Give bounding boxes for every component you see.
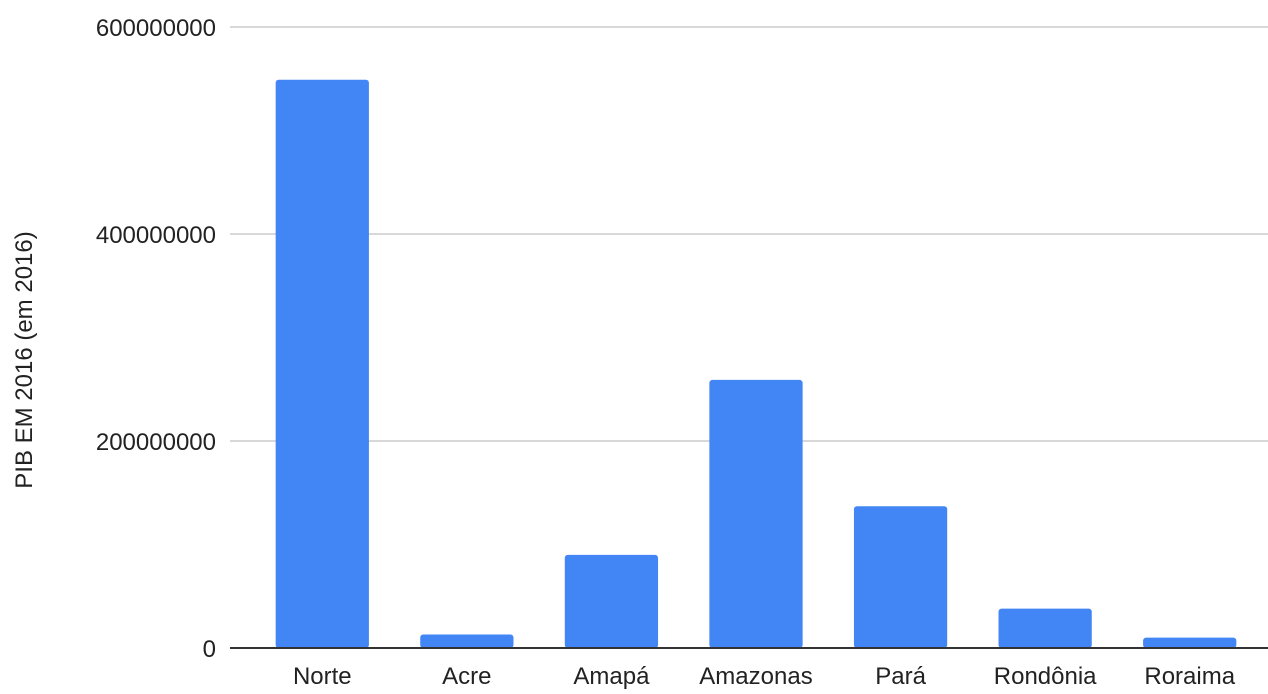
x-tick-label: Amazonas	[699, 663, 812, 689]
x-tick-label: Pará	[875, 663, 926, 689]
x-tick-label: Acre	[442, 663, 491, 689]
y-tick-label: 600000000	[96, 15, 216, 42]
y-tick-label: 400000000	[96, 222, 216, 249]
bar-norte	[275, 79, 369, 648]
bars	[275, 79, 1237, 648]
y-tick-label: 0	[203, 636, 216, 663]
bar-amapá	[564, 554, 659, 648]
x-tick-label: Rondônia	[994, 663, 1097, 689]
y-tick-labels: 0 200000000 400000000 600000000	[96, 15, 216, 663]
x-tick-label: Roraima	[1144, 663, 1235, 689]
x-tick-label: Norte	[293, 663, 352, 689]
x-tick-label: Amapá	[573, 663, 650, 689]
y-tick-label: 200000000	[96, 429, 216, 456]
y-axis-title: PIB EM 2016 (em 2016)	[11, 231, 38, 488]
bar-roraima	[1143, 637, 1237, 648]
gridlines	[230, 26, 1268, 442]
bar-amazonas	[709, 379, 803, 648]
bar-pará	[853, 506, 948, 648]
bar-rondônia	[998, 608, 1092, 648]
x-tick-labels: Norte Acre Amapá Amazonas Pará Rondônia Roraim…	[293, 663, 1236, 690]
bar-acre	[420, 634, 514, 648]
